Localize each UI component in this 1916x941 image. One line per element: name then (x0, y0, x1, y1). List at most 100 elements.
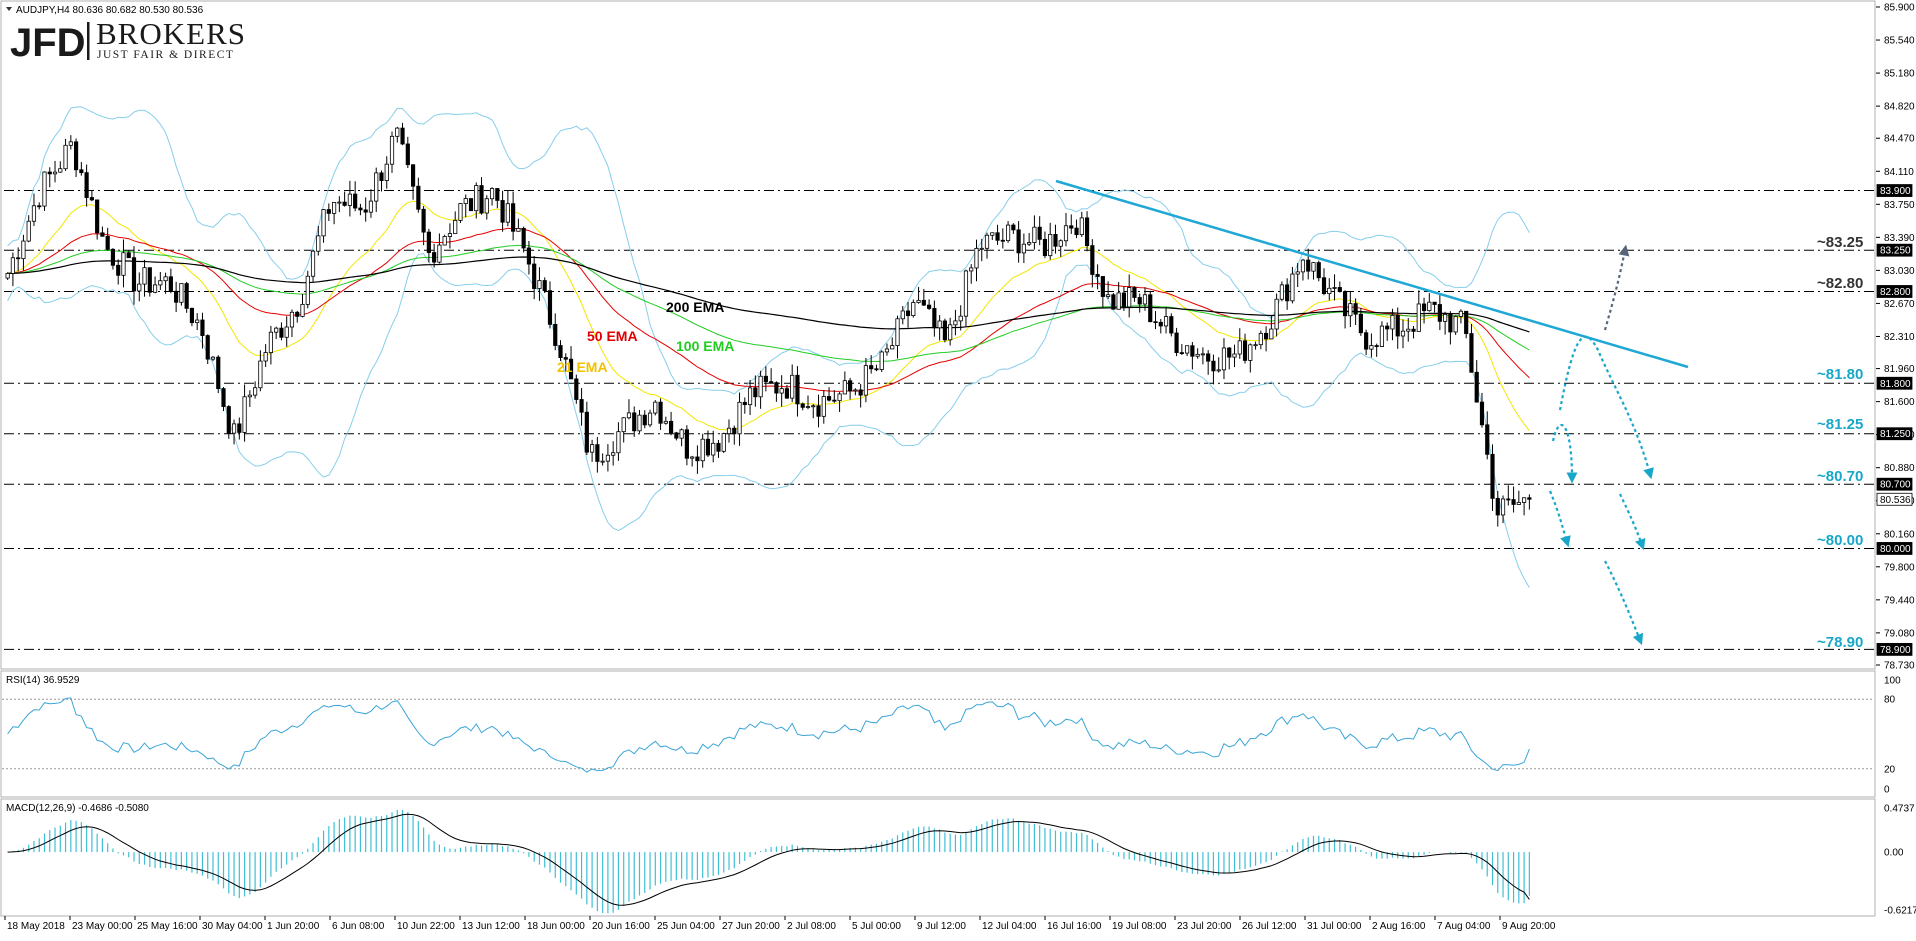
candle-body (1516, 502, 1521, 505)
time-tick-label: 25 Jun 04:00 (657, 921, 715, 932)
candle-body (10, 257, 15, 274)
price-box-value: 80.700 (1880, 480, 1911, 491)
candle-body (958, 315, 963, 322)
candle-body (368, 200, 374, 213)
candle-body (410, 164, 416, 187)
time-tick-label: 18 May 2018 (7, 921, 65, 932)
candle-body (742, 401, 747, 406)
candle (1327, 278, 1332, 301)
candle-body (547, 290, 553, 325)
candle-body (669, 420, 674, 434)
candle (337, 196, 342, 213)
price-panel[interactable] (0, 0, 1876, 670)
candle-body (1390, 314, 1395, 330)
dropdown-triangle-icon[interactable] (6, 7, 12, 11)
candle-body (611, 452, 616, 456)
candle-body (310, 250, 316, 277)
candle (963, 269, 969, 327)
candle-body (1479, 401, 1485, 426)
candle (637, 409, 642, 433)
candle (174, 281, 179, 313)
candle (16, 247, 21, 272)
candle-body (137, 283, 142, 292)
macd-tick-label: 0.00 (1884, 848, 1904, 859)
candle-body (1032, 226, 1037, 243)
candle-body (526, 247, 532, 265)
candle-body (1142, 294, 1148, 305)
candle (1132, 286, 1137, 302)
candle-body (1364, 332, 1369, 350)
candle (221, 387, 226, 412)
candle-body (505, 203, 510, 223)
candle-body (705, 438, 711, 456)
candle (1332, 274, 1337, 301)
candle (1427, 293, 1432, 312)
candle (73, 138, 79, 177)
candle (653, 400, 658, 416)
candle-body (879, 351, 884, 370)
candle (495, 188, 500, 209)
candle (310, 250, 316, 283)
candle (253, 381, 258, 399)
price-box: 80.000 (1876, 542, 1913, 555)
candle-body (5, 273, 10, 279)
candle (647, 409, 653, 428)
candle-body (1079, 217, 1084, 235)
candle-body (89, 197, 94, 201)
candle-body (974, 247, 979, 269)
rsi-panel[interactable] (0, 670, 1876, 798)
price-tick-label: 85.900 (1884, 3, 1915, 14)
candle-body (721, 433, 726, 452)
candle (126, 250, 131, 259)
candle (769, 368, 774, 384)
level-label-82-80: ~82.80 (1817, 275, 1863, 292)
candle-body (210, 356, 216, 360)
macd-panel[interactable] (0, 798, 1876, 917)
candle (1432, 301, 1437, 313)
logo-divider (87, 22, 90, 60)
candle-body (184, 283, 189, 309)
candle-body (26, 220, 31, 242)
candle-body (716, 442, 721, 452)
candle (474, 182, 479, 219)
candle (1448, 311, 1453, 345)
candle-body (1237, 340, 1242, 355)
candle (532, 256, 537, 300)
candle-body (1227, 347, 1232, 358)
candle (1264, 326, 1269, 352)
candle (332, 202, 337, 225)
candle-body (1527, 497, 1532, 500)
logo-name: BROKERS (96, 16, 246, 51)
candle (895, 315, 900, 359)
candle (1274, 293, 1279, 337)
candle (537, 267, 542, 301)
candle-body (395, 127, 400, 137)
candle (395, 126, 400, 143)
candle (353, 181, 358, 212)
candle-body (163, 276, 168, 282)
candle (1116, 282, 1121, 310)
ema100-label: 100 EMA (676, 338, 734, 354)
price-box-value: 80.536 (1880, 495, 1911, 506)
candle (574, 374, 579, 404)
candle (1290, 266, 1295, 304)
ema21-label: 21 EMA (557, 359, 608, 375)
candle-body (884, 348, 890, 353)
candle-body (1179, 352, 1184, 355)
price-box-bg (1876, 642, 1913, 656)
candle (927, 299, 932, 311)
candle-body (95, 199, 100, 234)
candle-body (537, 280, 542, 289)
candle (147, 267, 152, 297)
candle (437, 233, 442, 264)
price-tick-label: 84.470 (1884, 134, 1915, 145)
candle (163, 272, 168, 294)
candle-body (811, 405, 816, 408)
candle-body (600, 460, 605, 463)
candle (1037, 216, 1042, 246)
candle (326, 203, 331, 221)
candle-body (16, 257, 21, 260)
candle-body (1137, 297, 1142, 305)
candle-body (832, 399, 837, 402)
candle-body (1069, 225, 1074, 229)
